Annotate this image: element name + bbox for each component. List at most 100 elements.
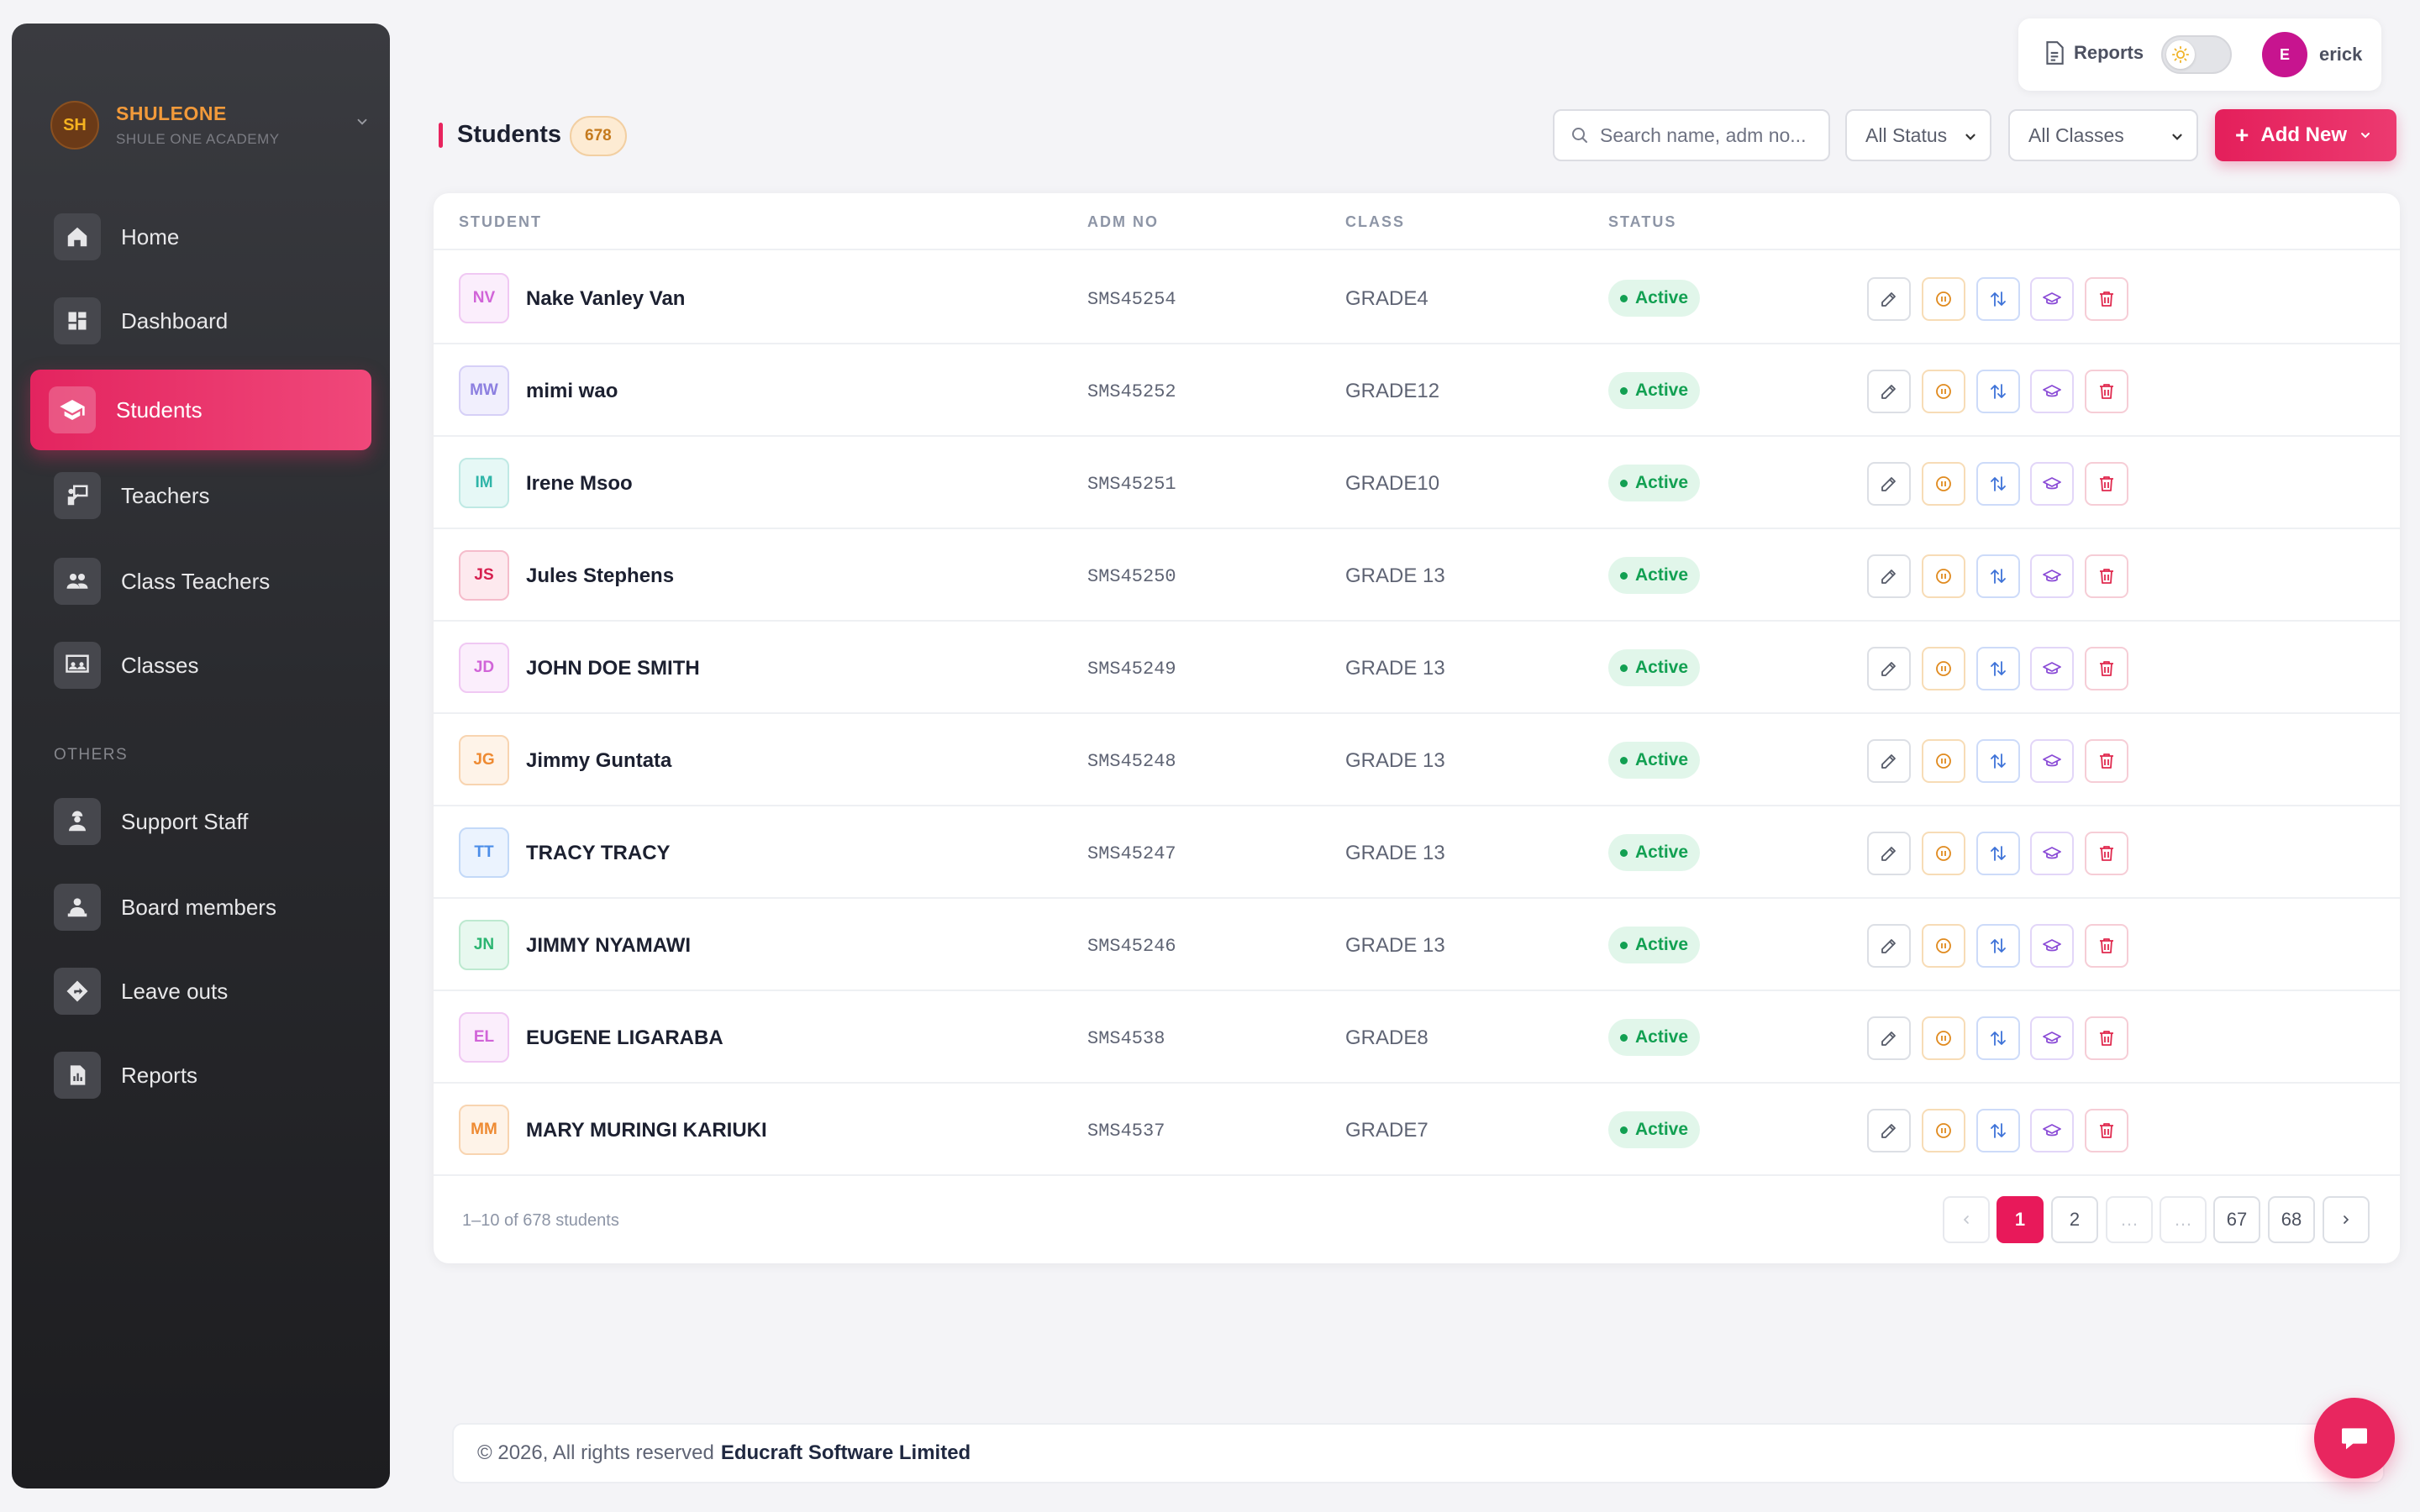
next-page-button[interactable]: [2323, 1196, 2370, 1243]
delete-button[interactable]: [2085, 739, 2128, 783]
sidebar-item-support-staff[interactable]: Support Staff: [30, 781, 371, 862]
chat-button[interactable]: [2314, 1398, 2395, 1478]
transfer-button[interactable]: [1976, 832, 2020, 875]
suspend-button[interactable]: [1922, 370, 1965, 413]
transfer-button[interactable]: [1976, 647, 2020, 690]
student-name[interactable]: JOHN DOE SMITH: [526, 657, 700, 680]
status-filter-select[interactable]: All Status: [1845, 109, 1991, 161]
page-button[interactable]: 67: [2213, 1196, 2260, 1243]
sidebar-item-class-teachers[interactable]: Class Teachers: [30, 541, 371, 622]
edit-button[interactable]: [1867, 924, 1911, 968]
student-name[interactable]: Jules Stephens: [526, 564, 675, 587]
transfer-button[interactable]: [1976, 739, 2020, 783]
delete-button[interactable]: [2085, 647, 2128, 690]
suspend-button[interactable]: [1922, 277, 1965, 321]
sidebar-item-classes[interactable]: Classes: [30, 625, 371, 706]
add-new-button[interactable]: + Add New: [2215, 109, 2396, 161]
promote-button[interactable]: [2030, 462, 2074, 506]
promote-button[interactable]: [2030, 277, 2074, 321]
table-row[interactable]: MM MARY MURINGI KARIUKI SMS4537 GRADE7 Activ…: [434, 1084, 2400, 1176]
promote-button[interactable]: [2030, 1016, 2074, 1060]
page-button[interactable]: 68: [2268, 1196, 2315, 1243]
table-row[interactable]: JG Jimmy Guntata SMS45248 GRADE 13 Active: [434, 714, 2400, 806]
class-filter-select[interactable]: All Classes: [2008, 109, 2198, 161]
delete-button[interactable]: [2085, 370, 2128, 413]
delete-button[interactable]: [2085, 832, 2128, 875]
edit-button[interactable]: [1867, 1016, 1911, 1060]
edit-button[interactable]: [1867, 832, 1911, 875]
suspend-button[interactable]: [1922, 462, 1965, 506]
suspend-button[interactable]: [1922, 924, 1965, 968]
column-header-status[interactable]: STATUS: [1608, 213, 1677, 230]
sidebar-item-home[interactable]: Home: [30, 197, 371, 277]
promote-button[interactable]: [2030, 739, 2074, 783]
edit-button[interactable]: [1867, 554, 1911, 598]
page-button[interactable]: 1: [1996, 1196, 2044, 1243]
sidebar-item-teachers[interactable]: Teachers: [30, 455, 371, 536]
sidebar-item-reports[interactable]: Reports: [30, 1035, 371, 1116]
column-header-class[interactable]: CLASS: [1345, 213, 1406, 230]
student-name[interactable]: MARY MURINGI KARIUKI: [526, 1119, 767, 1142]
delete-button[interactable]: [2085, 462, 2128, 506]
table-row[interactable]: JS Jules Stephens SMS45250 GRADE 13 Active: [434, 529, 2400, 622]
transfer-button[interactable]: [1976, 462, 2020, 506]
table-row[interactable]: NV Nake Vanley Van SMS45254 GRADE4 Active: [434, 252, 2400, 344]
column-header-adm-no[interactable]: ADM NO: [1087, 213, 1159, 230]
theme-toggle[interactable]: [2161, 35, 2232, 74]
delete-button[interactable]: [2085, 1109, 2128, 1152]
student-name[interactable]: mimi wao: [526, 380, 618, 402]
user-name[interactable]: erick: [2319, 44, 2363, 65]
sidebar-item-board-members[interactable]: Board members: [30, 867, 371, 948]
student-name[interactable]: JIMMY NYAMAWI: [526, 934, 692, 957]
edit-button[interactable]: [1867, 739, 1911, 783]
transfer-button[interactable]: [1976, 1016, 2020, 1060]
edit-button[interactable]: [1867, 277, 1911, 321]
search-input[interactable]: Search name, adm no...: [1553, 109, 1830, 161]
edit-button[interactable]: [1867, 462, 1911, 506]
transfer-button[interactable]: [1976, 370, 2020, 413]
suspend-button[interactable]: [1922, 739, 1965, 783]
prev-page-button[interactable]: [1943, 1196, 1990, 1243]
user-avatar[interactable]: E: [2262, 32, 2307, 77]
promote-button[interactable]: [2030, 832, 2074, 875]
suspend-button[interactable]: [1922, 554, 1965, 598]
edit-button[interactable]: [1867, 647, 1911, 690]
sidebar-item-students[interactable]: Students: [30, 370, 371, 450]
school-switcher[interactable]: SH SHULEONE SHULE ONE ACADEMY: [39, 91, 375, 155]
transfer-button[interactable]: [1976, 1109, 2020, 1152]
transfer-button[interactable]: [1976, 277, 2020, 321]
promote-button[interactable]: [2030, 1109, 2074, 1152]
suspend-button[interactable]: [1922, 1109, 1965, 1152]
promote-button[interactable]: [2030, 554, 2074, 598]
delete-button[interactable]: [2085, 1016, 2128, 1060]
student-name[interactable]: Irene Msoo: [526, 472, 633, 495]
delete-button[interactable]: [2085, 924, 2128, 968]
promote-button[interactable]: [2030, 370, 2074, 413]
suspend-button[interactable]: [1922, 1016, 1965, 1060]
student-name[interactable]: EUGENE LIGARABA: [526, 1026, 723, 1049]
delete-button[interactable]: [2085, 554, 2128, 598]
sidebar-item-dashboard[interactable]: Dashboard: [30, 281, 371, 361]
reports-button[interactable]: Reports: [2044, 40, 2144, 66]
column-header-student[interactable]: STUDENT: [459, 213, 542, 230]
edit-button[interactable]: [1867, 1109, 1911, 1152]
table-row[interactable]: MW mimi wao SMS45252 GRADE12 Active: [434, 344, 2400, 437]
student-name[interactable]: Nake Vanley Van: [526, 287, 686, 310]
transfer-button[interactable]: [1976, 924, 2020, 968]
table-row[interactable]: TT TRACY TRACY SMS45247 GRADE 13 Active: [434, 806, 2400, 899]
promote-button[interactable]: [2030, 924, 2074, 968]
student-name[interactable]: Jimmy Guntata: [526, 749, 672, 772]
promote-button[interactable]: [2030, 647, 2074, 690]
student-name[interactable]: TRACY TRACY: [526, 842, 671, 864]
table-row[interactable]: JD JOHN DOE SMITH SMS45249 GRADE 13 Active: [434, 622, 2400, 714]
table-row[interactable]: JN JIMMY NYAMAWI SMS45246 GRADE 13 Active: [434, 899, 2400, 991]
table-row[interactable]: EL EUGENE LIGARABA SMS4538 GRADE8 Active: [434, 991, 2400, 1084]
table-row[interactable]: IM Irene Msoo SMS45251 GRADE10 Active: [434, 437, 2400, 529]
page-button[interactable]: 2: [2051, 1196, 2098, 1243]
edit-button[interactable]: [1867, 370, 1911, 413]
suspend-button[interactable]: [1922, 832, 1965, 875]
transfer-button[interactable]: [1976, 554, 2020, 598]
delete-button[interactable]: [2085, 277, 2128, 321]
suspend-button[interactable]: [1922, 647, 1965, 690]
sidebar-item-leave-outs[interactable]: Leave outs: [30, 951, 371, 1032]
